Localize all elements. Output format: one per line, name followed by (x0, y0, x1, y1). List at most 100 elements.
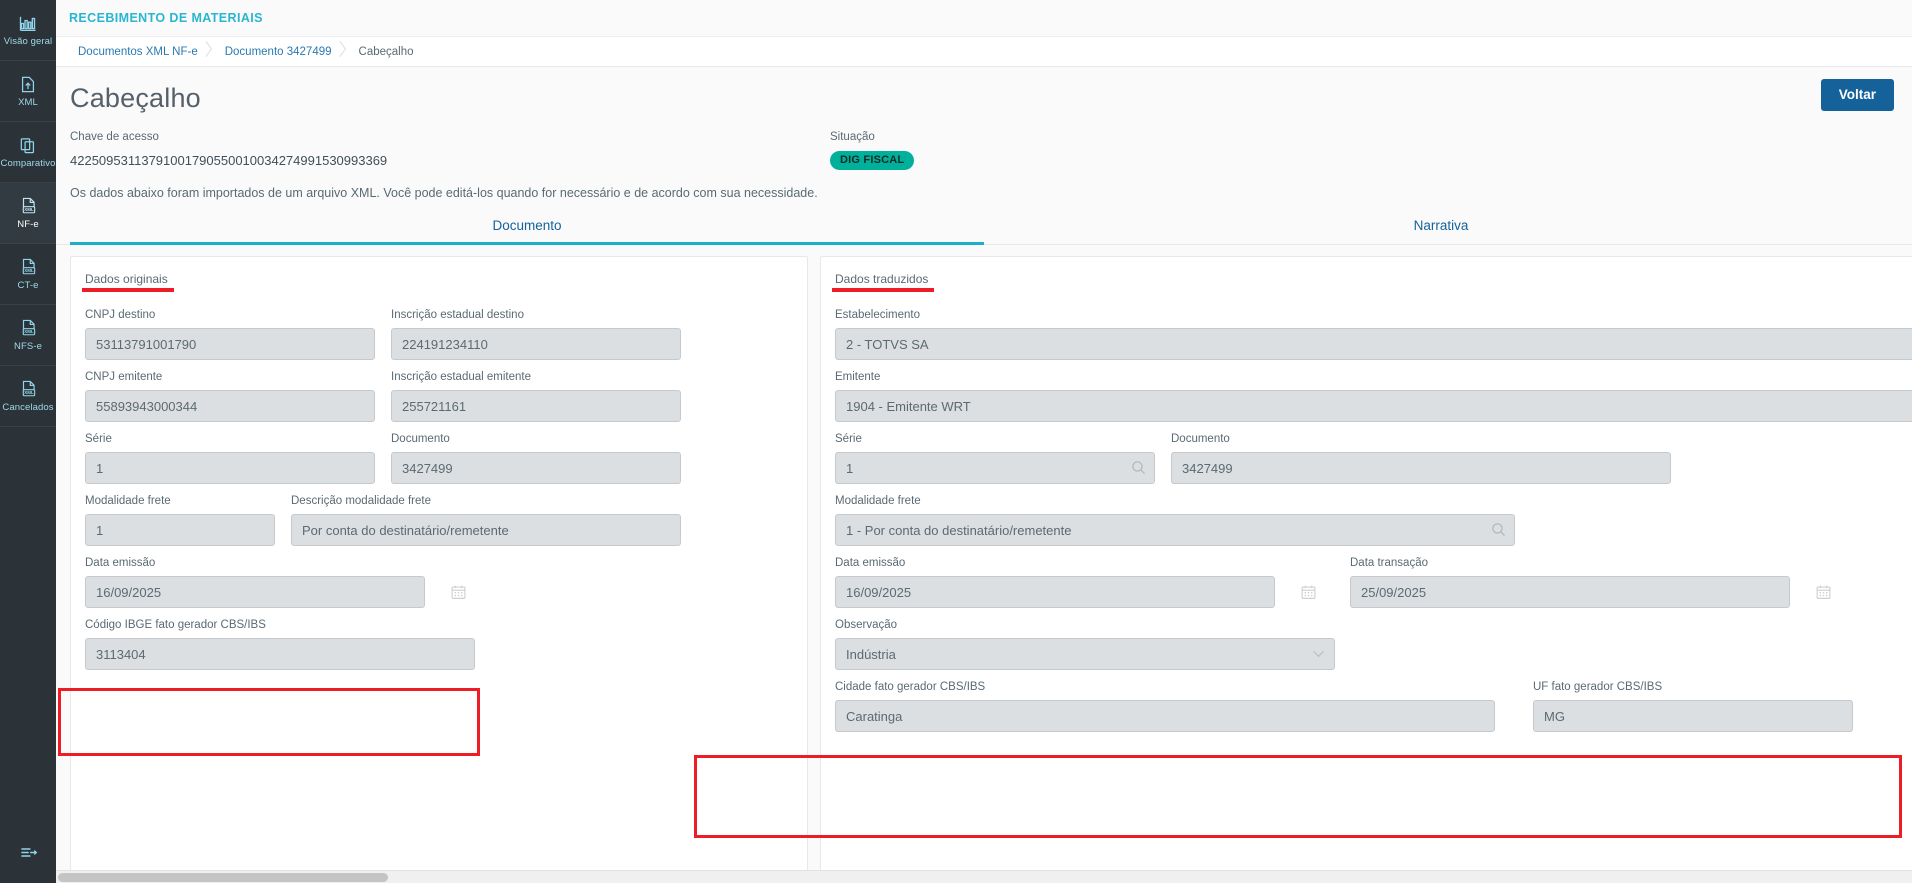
field-emitente: Emitente (835, 369, 1912, 422)
field-data-emissao-traduzido: Data emissão (835, 555, 1275, 608)
sidebar-item-label: Visão geral (3, 36, 53, 48)
calendar-icon[interactable] (450, 583, 467, 601)
data-emissao-traduzido-input[interactable] (835, 576, 1275, 608)
sidebar-item-nfe[interactable]: XML NF-e (0, 183, 56, 244)
row-emitente: Emitente (835, 369, 1912, 422)
panel-dados-originais: Dados originais CNPJ destino Inscrição e… (70, 256, 808, 883)
sidebar-collapse-button[interactable] (0, 821, 56, 883)
breadcrumb: Documentos XML NF-e Documento 3427499 Ca… (56, 37, 1912, 67)
page-header: Cabeçalho Voltar (56, 67, 1912, 115)
modalidade-frete-traduzido-input[interactable] (835, 514, 1515, 546)
data-transacao-label: Data transação (1350, 557, 1428, 569)
modalidade-frete-label: Modalidade frete (85, 495, 171, 507)
documento-traduzido-label: Documento (1171, 433, 1230, 445)
main-content: RECEBIMENTO DE MATERIAIS Documentos XML … (56, 0, 1912, 883)
cidade-fato-gerador-input[interactable] (835, 700, 1495, 732)
field-documento: Documento (391, 431, 681, 484)
documento-label: Documento (391, 433, 450, 445)
row-serie-documento-traduzido: Série Documento (835, 431, 1912, 484)
uf-fato-gerador-label: UF fato gerador CBS/IBS (1533, 681, 1663, 693)
data-emissao-input[interactable] (85, 576, 425, 608)
documento-input[interactable] (391, 452, 681, 484)
svg-text:XML: XML (24, 390, 34, 395)
emitente-input[interactable] (835, 390, 1912, 422)
tab-documento[interactable]: Documento (70, 212, 984, 245)
row-data-emissao: Data emissão (85, 555, 793, 608)
breadcrumb-item-documentos-xml-nfe[interactable]: Documentos XML NF-e (68, 37, 215, 67)
estabelecimento-input[interactable] (835, 328, 1912, 360)
data-emissao-label: Data emissão (85, 557, 156, 569)
sidebar-item-nfse[interactable]: XML NFS-e (0, 305, 56, 366)
cnpj-emitente-label: CNPJ emitente (85, 371, 163, 383)
module-title: RECEBIMENTO DE MATERIAIS (56, 0, 1912, 37)
chart-bar-icon (18, 13, 38, 34)
ie-emitente-input[interactable] (391, 390, 681, 422)
field-ie-emitente: Inscrição estadual emitente (391, 369, 681, 422)
field-cidade-fato-gerador: Cidade fato gerador CBS/IBS (835, 679, 1495, 732)
horizontal-scrollbar[interactable] (56, 870, 1912, 883)
collapse-arrow-icon (18, 842, 38, 863)
svg-text:XML: XML (24, 329, 34, 334)
situacao-block: Situação DIG FISCAL (830, 129, 915, 172)
sidebar-item-label: Comparativo (0, 158, 56, 170)
uf-fato-gerador-input[interactable] (1533, 700, 1853, 732)
cnpj-destino-input[interactable] (85, 328, 375, 360)
sidebar-item-cancelados[interactable]: XML Cancelados (0, 366, 56, 427)
ie-emitente-label: Inscrição estadual emitente (391, 371, 531, 383)
ie-destino-input[interactable] (391, 328, 681, 360)
tab-narrativa[interactable]: Narrativa (1413, 218, 1469, 233)
serie-input[interactable] (85, 452, 375, 484)
data-transacao-input[interactable] (1350, 576, 1790, 608)
sidebar-item-cte[interactable]: XML CT-e (0, 244, 56, 305)
xml-document-icon: XML (18, 257, 38, 278)
calendar-icon[interactable] (1300, 583, 1317, 601)
sidebar-item-label: XML (18, 97, 38, 109)
descricao-modalidade-frete-input[interactable] (291, 514, 681, 546)
xml-upload-icon (18, 74, 38, 95)
field-estabelecimento: Estabelecimento (835, 307, 1912, 360)
field-documento-traduzido: Documento (1171, 431, 1671, 484)
calendar-icon[interactable] (1815, 583, 1832, 601)
field-cnpj-destino: CNPJ destino (85, 307, 375, 360)
breadcrumb-item-cabecalho: Cabeçalho (358, 45, 414, 58)
sidebar-item-xml[interactable]: XML (0, 61, 56, 122)
back-button[interactable]: Voltar (1820, 79, 1894, 111)
modalidade-frete-traduzido-label: Modalidade frete (835, 495, 921, 507)
serie-label: Série (85, 433, 112, 445)
cnpj-emitente-input[interactable] (85, 390, 375, 422)
codigo-ibge-input[interactable] (85, 638, 475, 670)
cidade-fato-gerador-label: Cidade fato gerador CBS/IBS (835, 681, 986, 693)
page-title: Cabeçalho (70, 83, 201, 113)
codigo-ibge-label: Código IBGE fato gerador CBS/IBS (85, 619, 266, 631)
row-estabelecimento: Estabelecimento (835, 307, 1912, 360)
horizontal-scrollbar-thumb[interactable] (58, 873, 388, 882)
breadcrumb-item-documento[interactable]: Documento 3427499 (215, 37, 349, 67)
field-uf-fato-gerador: UF fato gerador CBS/IBS (1533, 679, 1853, 732)
row-cnpj-ie-emitente: CNPJ emitente Inscrição estadual emitent… (85, 369, 793, 422)
chave-acesso-label: Chave de acesso (70, 131, 159, 143)
descricao-modalidade-frete-label: Descrição modalidade frete (291, 495, 431, 507)
field-data-emissao: Data emissão (85, 555, 425, 608)
panels-container: Dados originais CNPJ destino Inscrição e… (56, 245, 1912, 883)
copy-documents-icon (18, 135, 38, 156)
tab-bar: Documento Narrativa (56, 212, 1912, 245)
modalidade-frete-input[interactable] (85, 514, 275, 546)
row-datas: Data emissão (835, 555, 1912, 608)
field-codigo-ibge: Código IBGE fato gerador CBS/IBS (85, 617, 475, 670)
sidebar-item-visao-geral[interactable]: Visão geral (0, 0, 56, 61)
situacao-label: Situação (830, 131, 875, 143)
sidebar-spacer (0, 427, 56, 821)
observacao-select[interactable] (835, 638, 1335, 670)
field-data-transacao: Data transação (1350, 555, 1790, 608)
sidebar-item-label: NFS-e (14, 341, 42, 353)
document-info: Chave de acesso 422509531137910017905500… (56, 115, 1912, 201)
documento-traduzido-input[interactable] (1171, 452, 1671, 484)
sidebar-item-comparativo[interactable]: Comparativo (0, 122, 56, 183)
row-codigo-ibge: Código IBGE fato gerador CBS/IBS (85, 617, 793, 670)
svg-text:XML: XML (24, 268, 34, 273)
ie-destino-label: Inscrição estadual destino (391, 309, 524, 321)
field-descricao-modalidade-frete: Descrição modalidade frete (291, 493, 681, 546)
panel-title-dados-originais: Dados originais (82, 272, 174, 292)
serie-traduzido-input[interactable] (835, 452, 1155, 484)
data-emissao-traduzido-label: Data emissão (835, 557, 906, 569)
